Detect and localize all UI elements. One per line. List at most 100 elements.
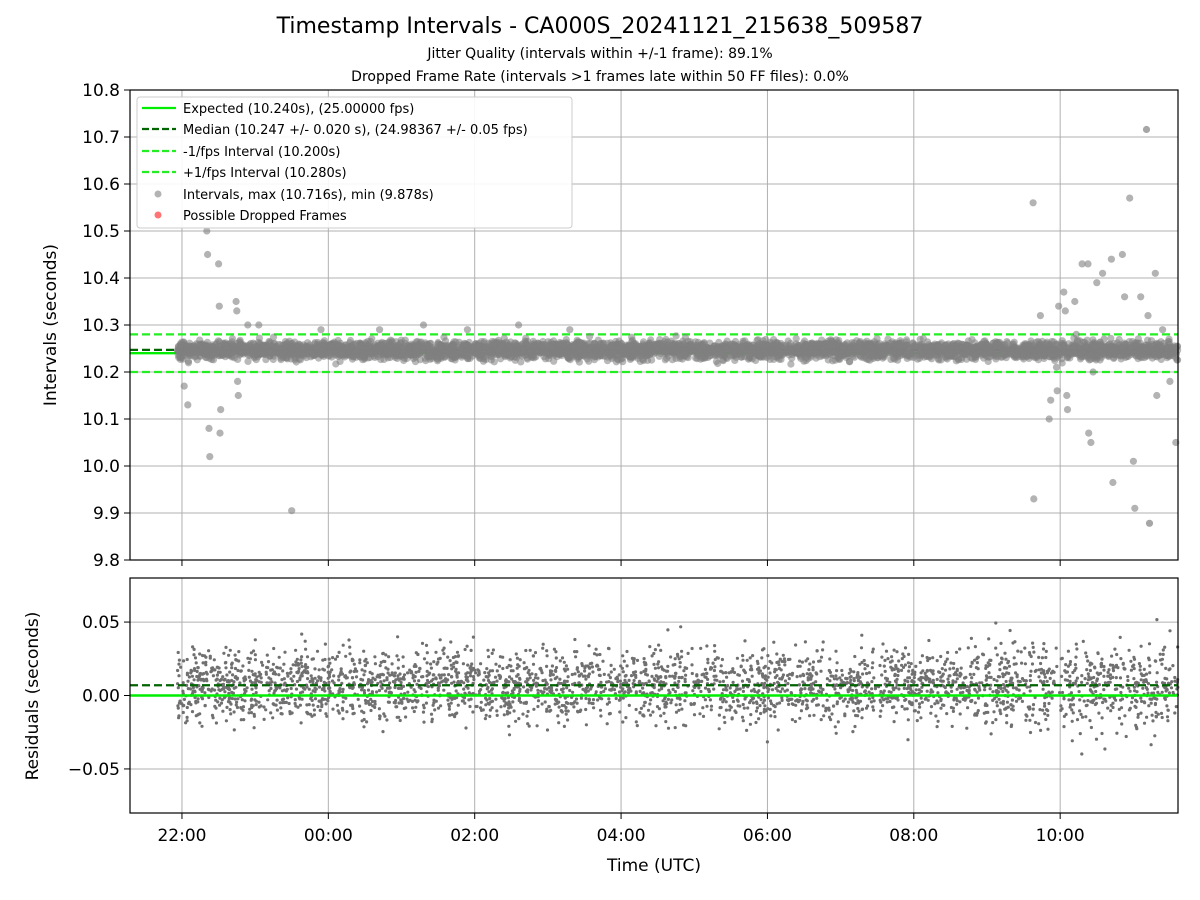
interval-outlier-point	[1072, 330, 1080, 338]
interval-outlier-point	[1093, 279, 1101, 287]
residual-point	[536, 704, 540, 709]
intervals-y-tick-label: 9.8	[93, 551, 120, 571]
residual-point	[225, 705, 229, 710]
legend-intervals-marker	[154, 190, 162, 198]
interval-point	[520, 346, 528, 354]
interval-point	[770, 340, 779, 349]
interval-point	[1078, 347, 1086, 355]
interval-point	[566, 348, 575, 356]
intervals-y-tick-label: 10.1	[82, 410, 120, 430]
interval-outlier-point	[419, 321, 428, 329]
residual-point	[1005, 721, 1009, 725]
interval-point	[854, 344, 862, 352]
interval-outlier-point	[1109, 478, 1117, 487]
intervals-y-tick-label: 10.8	[82, 81, 120, 101]
interval-point	[684, 337, 692, 345]
interval-outlier-point	[1153, 391, 1161, 400]
intervals-y-ticks: 9.89.910.010.110.210.310.410.510.610.710…	[82, 81, 130, 571]
residual-point	[327, 657, 331, 661]
interval-point	[1140, 347, 1148, 355]
interval-point	[802, 357, 810, 365]
intervals-points	[174, 125, 1182, 527]
interval-point	[310, 340, 319, 348]
interval-outlier-point	[1137, 293, 1145, 301]
residual-point	[935, 659, 939, 663]
residual-point	[627, 678, 631, 683]
interval-point	[184, 359, 193, 367]
residual-point	[653, 648, 658, 652]
interval-outlier-point	[176, 340, 185, 348]
residual-point	[766, 696, 771, 700]
residual-point	[1148, 664, 1152, 668]
residual-point	[512, 709, 516, 713]
residual-point	[425, 690, 429, 694]
interval-point	[216, 347, 224, 355]
residual-point	[266, 698, 270, 702]
interval-point	[575, 358, 584, 366]
interval-point	[236, 351, 244, 359]
residual-point	[483, 717, 487, 721]
residual-point	[1121, 661, 1125, 665]
residual-point	[653, 666, 658, 670]
interval-outlier-point	[1126, 194, 1134, 202]
interval-point	[1010, 338, 1018, 346]
intervals-x-ticks	[181, 560, 1061, 566]
interval-point	[440, 333, 448, 341]
residual-point	[674, 671, 678, 676]
interval-point	[698, 354, 706, 362]
residual-point	[701, 714, 706, 719]
residual-point	[437, 673, 441, 677]
interval-outlier-point	[233, 307, 241, 315]
interval-outlier-point	[1099, 269, 1107, 277]
interval-outlier-point	[1166, 377, 1174, 385]
interval-outlier-point	[515, 321, 523, 329]
residual-point	[659, 714, 663, 718]
residual-point	[387, 655, 391, 659]
interval-point	[827, 336, 835, 344]
residual-point	[742, 706, 746, 710]
interval-point	[937, 340, 945, 349]
interval-point	[937, 350, 946, 359]
interval-outlier-point	[376, 326, 384, 334]
interval-outlier-point	[1118, 250, 1126, 259]
residual-point	[828, 679, 832, 683]
interval-point	[870, 353, 878, 361]
legend-dropped-marker	[154, 211, 162, 219]
interval-outlier-point	[1159, 326, 1167, 334]
interval-point	[563, 340, 571, 349]
interval-point	[663, 354, 671, 362]
interval-point	[436, 345, 444, 353]
legend-lower-label: -1/fps Interval (10.200s)	[183, 145, 340, 160]
interval-outlier-point	[1144, 312, 1152, 320]
interval-outlier-point	[184, 401, 192, 409]
residual-point	[554, 666, 559, 670]
interval-point	[302, 342, 310, 350]
intervals-y-tick-label: 10.3	[82, 316, 120, 336]
interval-point	[950, 339, 958, 348]
residual-point	[395, 654, 399, 658]
intervals-y-tick-label: 10.0	[82, 457, 120, 477]
interval-point	[255, 334, 263, 342]
interval-point	[398, 347, 406, 355]
interval-point	[787, 360, 795, 368]
interval-point	[365, 346, 373, 355]
interval-point	[556, 351, 564, 359]
residual-point	[741, 702, 745, 707]
residual-point	[1073, 663, 1077, 667]
residual-point	[507, 724, 511, 728]
interval-point	[383, 345, 391, 354]
residual-point	[176, 686, 180, 690]
residual-point	[859, 646, 864, 650]
residual-point	[1081, 639, 1085, 644]
residual-point	[914, 688, 918, 692]
interval-point	[663, 347, 672, 355]
interval-point	[819, 343, 827, 351]
residual-point	[906, 738, 910, 742]
interval-point	[643, 343, 652, 351]
residual-point	[940, 667, 944, 671]
interval-point	[742, 348, 750, 356]
interval-point	[576, 338, 584, 346]
residual-point	[779, 690, 783, 694]
residual-point	[1090, 662, 1094, 666]
residual-point	[404, 715, 408, 719]
